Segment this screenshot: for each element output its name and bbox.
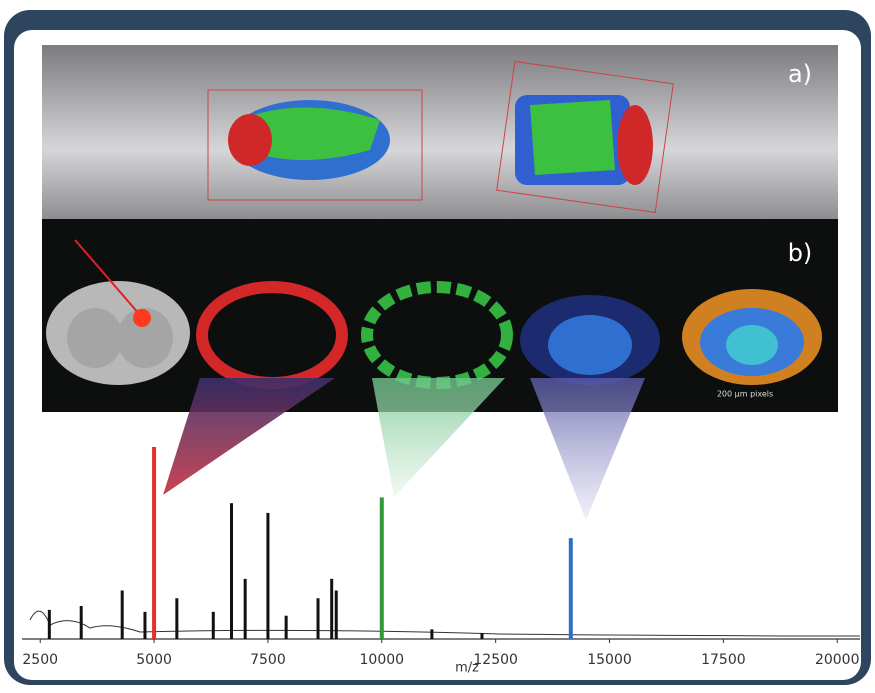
scale-note: 200 µm pixels [717,390,773,399]
x-tick-label: 2500 [22,652,58,668]
peak [430,629,433,639]
peak [244,579,247,639]
peak [285,616,288,639]
peak [143,612,146,639]
peak [266,513,269,639]
peak [480,633,483,639]
peak [80,606,83,639]
x-tick-label: 20000 [815,652,860,668]
x-tick-label: 5000 [136,652,172,668]
x-tick-label: 7500 [250,652,286,668]
x-tick-label: 10000 [360,652,405,668]
peak [152,447,156,639]
peak [230,503,233,639]
peak [212,612,215,639]
x-tick-label: 15000 [587,652,632,668]
x-tick-label: 17500 [701,652,746,668]
peak [335,591,338,640]
figure: a) b) 200 µm pixels m/z 2500500075001000… [0,0,875,689]
peak [121,591,124,640]
panel-label: a) [788,60,812,88]
peak [175,598,178,639]
peak [380,497,384,639]
panel-label: b) [788,239,813,267]
peak [48,610,51,639]
panel-a [42,45,838,219]
peak [569,538,573,639]
x-tick-label: 12500 [473,652,518,668]
peak [317,598,320,639]
peak [330,579,333,639]
